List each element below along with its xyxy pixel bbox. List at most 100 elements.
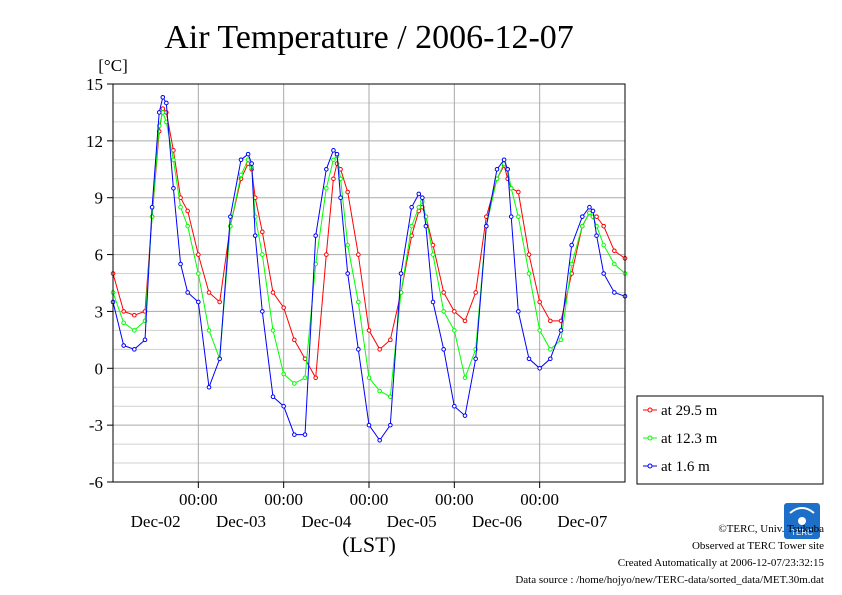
data-point [612,261,617,267]
y-tick-label: -6 [89,473,103,492]
data-point [196,252,201,257]
data-point [416,191,422,197]
data-point [441,309,446,314]
data-point [156,110,162,115]
data-point [228,214,233,219]
data-point [281,371,286,377]
x-tick-time-label: 00:00 [435,490,474,509]
data-point [601,223,606,229]
legend-label: at 1.6 m [661,459,710,475]
data-point [587,210,592,216]
data-point [121,309,126,314]
data-point [185,223,190,229]
x-tick-date-label: Dec-04 [301,512,352,531]
data-point [601,271,606,276]
data-point [590,208,596,214]
data-point [356,347,361,352]
data-point [612,290,617,295]
data-point [366,422,372,428]
data-point [260,309,265,314]
data-point [441,290,446,295]
credit-text: ©TERC, Univ. Tsukuba [718,523,824,535]
site-text: Observed at TERC Tower site [692,540,824,552]
x-tick-date-label: Dec-06 [472,512,522,531]
data-point [462,413,468,418]
legend-swatch-marker [647,435,653,441]
data-point [388,394,393,400]
series-line [112,110,626,398]
data-point [292,337,297,343]
data-point [132,328,137,333]
data-point [252,233,258,238]
data-point [149,204,155,210]
data-point [388,337,393,343]
data-point [548,318,553,324]
data-point [516,214,521,219]
data-point [548,356,553,362]
data-point [526,271,532,276]
data-point [356,299,361,305]
logo-arc [789,507,815,514]
data-point [324,252,329,257]
data-point [217,356,222,362]
data-point [324,166,329,172]
data-point [185,290,190,295]
data-point [601,242,606,248]
data-point [292,432,297,437]
data-point [160,106,166,111]
data-point [423,223,429,229]
data-point [178,204,183,210]
y-tick-label: 0 [95,359,104,378]
data-point [420,195,425,201]
data-point [281,403,286,409]
data-point [416,204,422,210]
data-point [270,394,276,400]
data-point [217,299,222,305]
data-point [580,223,585,229]
data-point [292,381,297,386]
data-point [302,375,308,381]
data-point [558,337,564,343]
y-tick-label: 15 [86,75,103,94]
legend-swatch-marker [647,407,653,413]
x-tick-time-label: 00:00 [520,490,559,509]
data-point [462,375,468,381]
data-point [281,305,286,310]
y-tick-label: 3 [95,302,104,321]
y-axis-ticks: 15 12 9 6 3 0 -3 -6 [86,75,113,492]
data-point [331,157,336,163]
data-point [245,151,251,157]
data-point [505,166,510,172]
data-point [452,328,457,333]
data-point [473,356,478,362]
data-point [171,185,176,191]
data-point [452,309,457,314]
data-point [398,271,404,276]
y-tick-label: 12 [86,132,103,151]
data-point [324,185,329,191]
data-point [537,365,542,371]
data-point [334,151,340,157]
legend: at 29.5 m at 12.3 m at 1.6 m [636,395,824,485]
data-point [508,214,514,219]
plot-frame [112,83,626,483]
data-point [587,204,592,210]
data-point [388,422,393,428]
data-point [313,375,318,381]
data-point [178,261,183,267]
legend-box [636,395,824,485]
y-tick-label: 9 [95,189,104,208]
y-tick-label: 6 [95,246,104,265]
x-tick-date-label: Dec-07 [557,512,608,531]
data-point [508,185,514,191]
data-point [452,403,457,409]
x-tick-time-label: 00:00 [179,490,218,509]
data-point [356,252,361,257]
data-point [331,148,336,153]
data-point [612,248,617,254]
data-point [121,343,126,348]
data-point [516,189,521,195]
data-point [345,242,350,248]
series-layer [110,94,628,443]
data-point [164,100,169,106]
